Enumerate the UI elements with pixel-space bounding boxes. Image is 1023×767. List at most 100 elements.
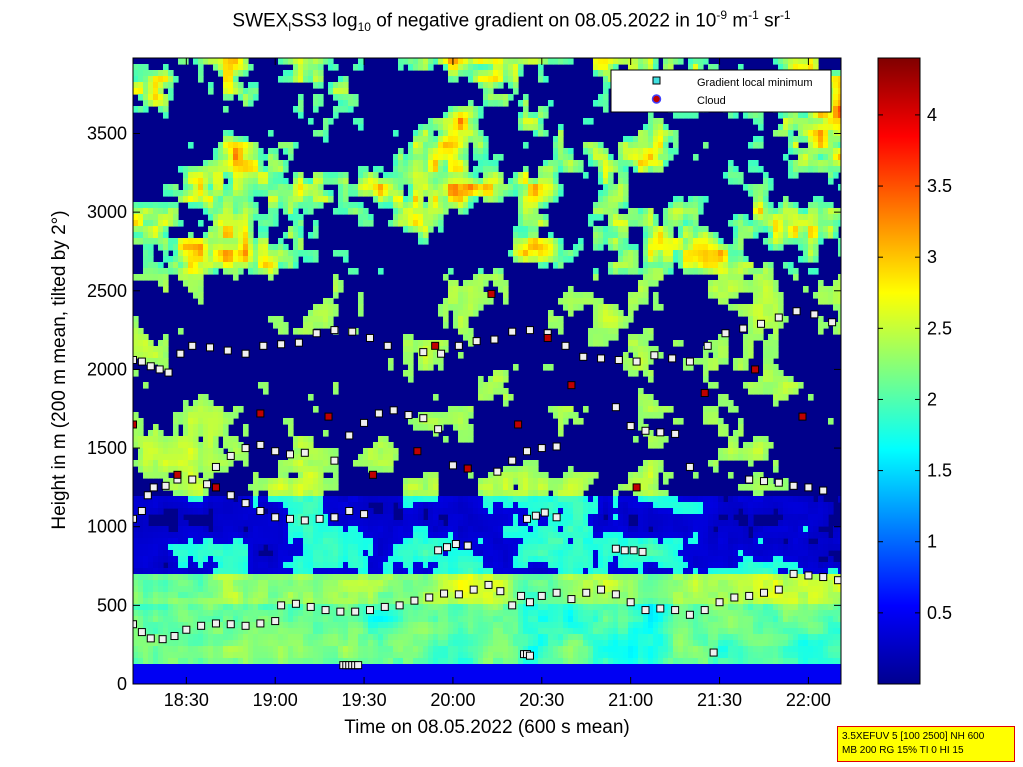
heatmap-cell — [468, 328, 474, 335]
heatmap-cell — [463, 190, 469, 197]
heatmap-cell — [418, 502, 424, 509]
heatmap-cell — [333, 250, 339, 257]
heatmap-cell — [253, 484, 259, 491]
heatmap-cell — [518, 544, 524, 551]
heatmap-cell — [753, 142, 759, 149]
heatmap-cell — [538, 514, 544, 521]
heatmap-cell — [683, 538, 689, 545]
heatmap-cell — [363, 208, 369, 215]
heatmap-cell — [633, 220, 639, 227]
heatmap-cell — [178, 454, 184, 461]
heatmap-cell — [643, 484, 649, 491]
heatmap-cell — [718, 454, 724, 461]
heatmap-cell — [528, 460, 534, 467]
heatmap-cell — [578, 508, 584, 515]
heatmap-cell — [283, 490, 289, 497]
heatmap-cell — [518, 496, 524, 503]
heatmap-cell — [248, 544, 254, 551]
heatmap-cell — [413, 226, 419, 233]
heatmap-cell — [518, 202, 524, 209]
heatmap-cell — [508, 496, 514, 503]
heatmap-cell — [808, 502, 814, 509]
heatmap-cell — [168, 484, 174, 491]
heatmap-cell — [473, 136, 479, 143]
heatmap-cell — [603, 496, 609, 503]
heatmap-cell — [733, 214, 739, 221]
heatmap-cell — [158, 448, 164, 455]
heatmap-cell — [783, 376, 789, 383]
heatmap-cell — [243, 226, 249, 233]
heatmap-cell — [553, 538, 559, 545]
heatmap-cell — [833, 166, 839, 173]
heatmap-cell — [253, 532, 259, 539]
heatmap-cell — [793, 112, 799, 119]
heatmap-cell — [493, 502, 499, 509]
heatmap-cell — [278, 160, 284, 167]
heatmap-cell — [303, 436, 309, 443]
heatmap-cell — [638, 208, 644, 215]
heatmap-cell — [203, 538, 209, 545]
heatmap-cell — [463, 322, 469, 329]
heatmap-cell — [598, 202, 604, 209]
heatmap-cell — [158, 244, 164, 251]
heatmap-cell — [418, 520, 424, 527]
heatmap-cell — [218, 466, 224, 473]
heatmap-cell — [353, 190, 359, 197]
heatmap-cell — [648, 370, 654, 377]
heatmap-cell — [498, 280, 504, 287]
heatmap-cell — [703, 244, 709, 251]
heatmap-cell — [543, 106, 549, 113]
heatmap-cell — [458, 412, 464, 419]
heatmap-cell — [728, 400, 734, 407]
heatmap-cell — [283, 232, 289, 239]
heatmap-cell — [613, 496, 619, 503]
heatmap-cell — [663, 526, 669, 533]
heatmap-cell — [268, 508, 274, 515]
heatmap-cell — [623, 352, 629, 359]
heatmap-cell — [258, 526, 264, 533]
heatmap-cell — [173, 454, 179, 461]
heatmap-cell — [818, 136, 824, 143]
heatmap-cell — [448, 268, 454, 275]
heatmap-cell — [608, 178, 614, 185]
heatmap-cell — [598, 94, 604, 101]
heatmap-cell — [693, 268, 699, 275]
heatmap-cell — [543, 484, 549, 491]
heatmap-cell — [453, 316, 459, 323]
heatmap-cell — [303, 496, 309, 503]
heatmap-cell — [708, 382, 714, 389]
heatmap-cell — [388, 358, 394, 365]
heatmap-cell — [348, 520, 354, 527]
heatmap-cell — [223, 538, 229, 545]
heatmap-cell — [188, 532, 194, 539]
heatmap-cell — [443, 172, 449, 179]
heatmap-cell — [273, 478, 279, 485]
heatmap-cell — [148, 220, 154, 227]
heatmap-cell — [563, 496, 569, 503]
heatmap-cell — [763, 274, 769, 281]
heatmap-cell — [293, 256, 299, 263]
heatmap-cell — [753, 490, 759, 497]
heatmap-cell — [463, 496, 469, 503]
heatmap-cell — [623, 238, 629, 245]
heatmap-cell — [273, 502, 279, 509]
heatmap-cell — [238, 190, 244, 197]
heatmap-cell — [208, 502, 214, 509]
heatmap-cell — [823, 508, 829, 515]
heatmap-cell — [668, 250, 674, 257]
heatmap-cell — [198, 274, 204, 281]
heatmap-cell — [248, 514, 254, 521]
heatmap-cell — [353, 526, 359, 533]
heatmap-cell — [273, 508, 279, 515]
heatmap-cell — [223, 442, 229, 449]
heatmap-cell — [203, 58, 209, 65]
heatmap-cell — [188, 418, 194, 425]
heatmap-cell — [678, 214, 684, 221]
heatmap-cell — [253, 526, 259, 533]
heatmap-cell — [133, 238, 139, 245]
heatmap-cell — [243, 214, 249, 221]
heatmap-cell — [413, 172, 419, 179]
heatmap-cell — [468, 310, 474, 317]
heatmap-cell — [508, 250, 514, 257]
heatmap-cell — [603, 316, 609, 323]
